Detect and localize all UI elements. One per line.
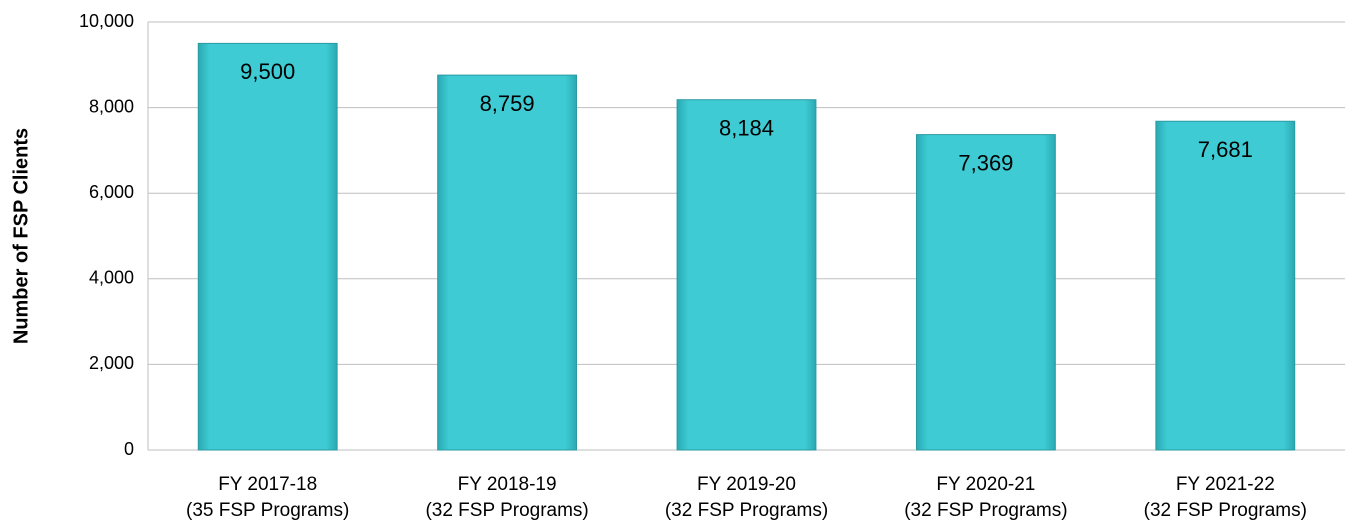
x-tick-label: FY 2021-22 (32 FSP Programs) [1143,474,1307,521]
y-tick-label: 4,000 [89,268,134,288]
y-tick-label: 0 [124,439,134,459]
data-label: 7,369 [958,150,1013,175]
bar [915,134,1056,451]
x-tick-label: FY 2017-18 (35 FSP Programs) [186,474,350,521]
x-tick-label: FY 2018-19 (32 FSP Programs) [425,474,589,521]
bar [197,42,338,451]
x-tick-label: FY 2020-21 (32 FSP Programs) [904,474,1068,521]
bar [1155,120,1296,451]
y-tick-label: 8,000 [89,96,134,116]
bar [676,99,817,451]
data-label: 9,500 [240,59,295,84]
x-tick-label: FY 2019-20 (32 FSP Programs) [664,474,829,521]
y-axis-title: Number of FSP Clients [10,128,32,344]
data-label: 8,759 [480,91,535,116]
y-tick-label: 10,000 [79,11,134,31]
y-tick-label: 2,000 [89,353,134,373]
bar [437,74,578,451]
data-label: 8,184 [719,116,774,141]
data-label: 7,681 [1198,137,1253,162]
y-tick-label: 6,000 [89,182,134,202]
